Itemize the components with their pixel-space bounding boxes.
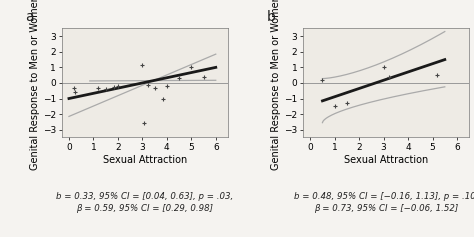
Point <box>94 86 102 90</box>
Point <box>319 78 326 82</box>
X-axis label: Sexual Attraction: Sexual Attraction <box>103 155 187 165</box>
Point <box>175 76 183 80</box>
Point <box>151 87 158 90</box>
Point <box>110 85 118 89</box>
Y-axis label: Genital Response to Men or Women: Genital Response to Men or Women <box>271 0 281 170</box>
Point <box>380 65 387 68</box>
Point <box>331 105 338 108</box>
Point <box>102 87 109 91</box>
Point <box>71 90 79 93</box>
Point <box>343 101 351 105</box>
Point <box>200 76 207 79</box>
Point <box>70 87 78 90</box>
Point <box>385 75 392 79</box>
Point <box>140 122 147 125</box>
Text: b: b <box>266 10 275 24</box>
Text: a: a <box>25 10 34 24</box>
Y-axis label: Genital Response to Men or Women: Genital Response to Men or Women <box>30 0 40 170</box>
Point <box>159 97 167 101</box>
Point <box>138 63 146 67</box>
Point <box>163 84 171 88</box>
Point <box>114 84 122 88</box>
Point <box>434 73 441 77</box>
X-axis label: Sexual Attraction: Sexual Attraction <box>344 155 428 165</box>
Point <box>145 83 152 87</box>
Point <box>188 65 195 68</box>
Text: b = 0.33, 95% CI = [0.04, 0.63], p = .03,
β = 0.59, 95% CI = [0.29, 0.98]: b = 0.33, 95% CI = [0.04, 0.63], p = .03… <box>56 192 233 213</box>
Text: b = 0.48, 95% CI = [−0.16, 1.13], p = .10,
β = 0.73, 95% CI = [−0.06, 1.52]: b = 0.48, 95% CI = [−0.16, 1.13], p = .1… <box>294 192 474 213</box>
